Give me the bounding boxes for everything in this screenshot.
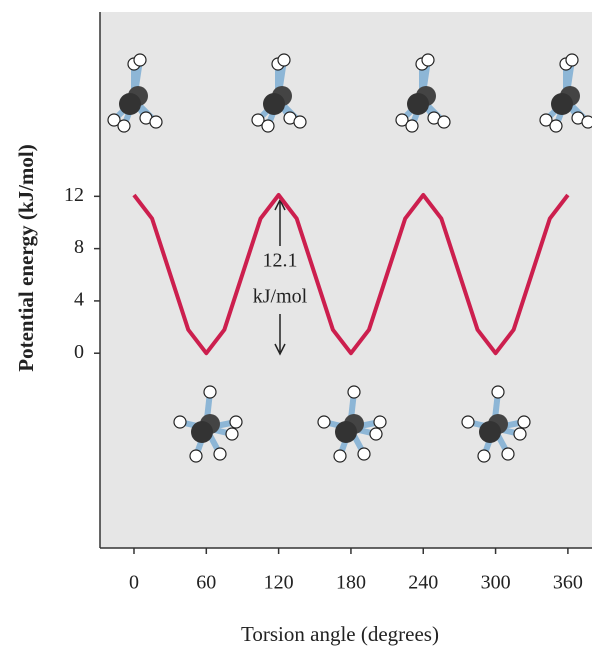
carbon: [407, 93, 429, 115]
hydrogen: [395, 113, 409, 127]
hydrogen: [333, 449, 347, 463]
x-tick-label: 300: [481, 572, 511, 594]
carbon: [263, 93, 285, 115]
hydrogen: [229, 415, 243, 429]
y-tick-label: 8: [74, 236, 84, 258]
hydrogen: [173, 415, 187, 429]
carbon: [119, 93, 141, 115]
energy-curve: [132, 193, 570, 356]
x-tick-label: 360: [553, 572, 583, 594]
y-tick-label: 0: [74, 341, 84, 363]
x-axis-title: Torsion angle (degrees): [241, 622, 439, 646]
molecule-illustrations: [107, 53, 592, 463]
hydrogen: [251, 113, 265, 127]
x-tick-label: 180: [336, 572, 366, 594]
annotation: kJ/mol: [253, 286, 308, 308]
hydrogen: [581, 115, 592, 129]
hydrogen: [405, 119, 419, 133]
x-tick-label: 60: [196, 572, 216, 594]
hydrogen: [517, 415, 531, 429]
hydrogen: [225, 427, 239, 441]
carbon: [191, 421, 213, 443]
hydrogen: [117, 119, 131, 133]
hydrogen: [501, 447, 515, 461]
hydrogen: [189, 449, 203, 463]
hydrogen: [317, 415, 331, 429]
hydrogen: [421, 53, 435, 67]
hydrogen: [261, 119, 275, 133]
hydrogen: [369, 427, 383, 441]
hydrogen: [461, 415, 475, 429]
x-tick-label: 0: [129, 572, 139, 594]
y-tick-label: 12: [64, 184, 84, 206]
carbon: [551, 93, 573, 115]
x-tick-label: 240: [408, 572, 438, 594]
hydrogen: [133, 53, 147, 67]
hydrogen: [549, 119, 563, 133]
y-axis-title: Potential energy (kJ/mol): [14, 144, 38, 371]
hydrogen: [373, 415, 387, 429]
carbon: [335, 421, 357, 443]
hydrogen: [347, 385, 361, 399]
annotation: 12.1: [263, 250, 298, 272]
hydrogen: [213, 447, 227, 461]
hydrogen: [203, 385, 217, 399]
hydrogen: [277, 53, 291, 67]
y-tick-label: 4: [74, 289, 84, 311]
hydrogen: [491, 385, 505, 399]
hydrogen: [357, 447, 371, 461]
hydrogen: [107, 113, 121, 127]
hydrogen: [565, 53, 579, 67]
hydrogen: [149, 115, 163, 129]
carbon: [479, 421, 501, 443]
hydrogen: [513, 427, 527, 441]
hydrogen: [293, 115, 307, 129]
x-tick-label: 120: [264, 572, 294, 594]
hydrogen: [477, 449, 491, 463]
hydrogen: [539, 113, 553, 127]
hydrogen: [437, 115, 451, 129]
